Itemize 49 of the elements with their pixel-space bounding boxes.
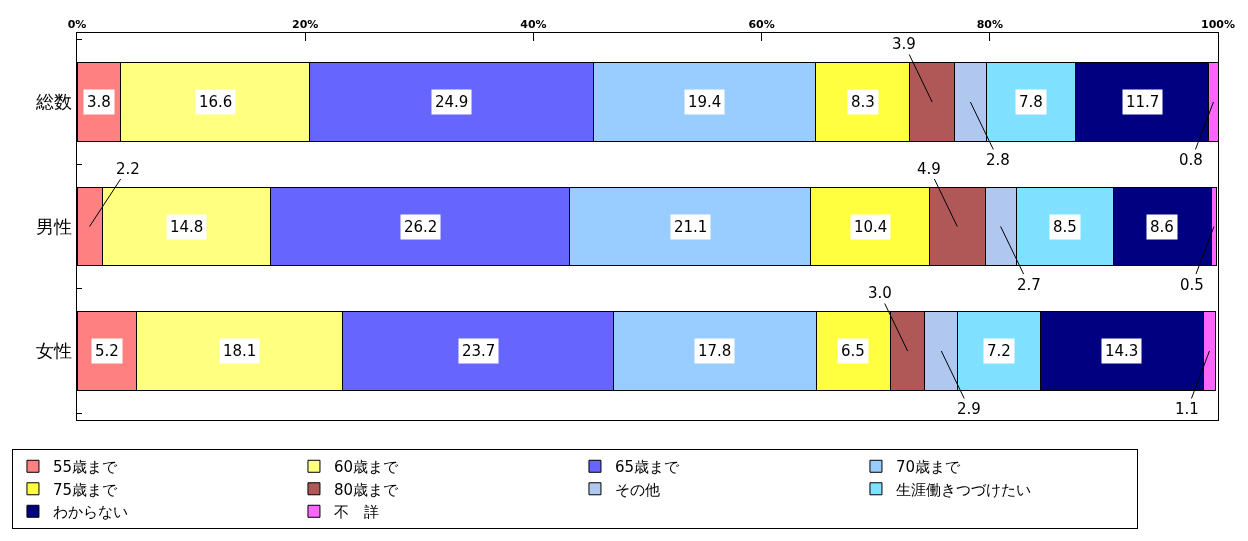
y-tick-label: 女性	[36, 340, 73, 362]
data-label: 1.1	[1175, 400, 1199, 418]
data-label: 24.9	[435, 93, 469, 111]
x-tick-label: 60%	[748, 17, 775, 31]
data-label: 11.7	[1126, 93, 1160, 111]
data-label: 2.7	[1017, 276, 1041, 294]
data-label: 23.7	[462, 342, 496, 360]
y-tick-label: 総数	[35, 91, 73, 113]
data-label: 19.4	[688, 93, 722, 111]
x-tick-label: 20%	[292, 17, 319, 31]
legend-label: 70歳まで	[895, 458, 962, 477]
data-label: 7.8	[1019, 93, 1043, 111]
legend-label: わからない	[52, 503, 128, 522]
data-label: 3.8	[87, 93, 111, 111]
data-label: 7.2	[987, 342, 1011, 360]
legend-label: 60歳まで	[333, 458, 400, 477]
data-label: 14.3	[1105, 342, 1139, 360]
legend-label: 65歳まで	[614, 458, 681, 477]
legend-label: 75歳まで	[52, 480, 119, 499]
data-label: 21.1	[674, 218, 708, 236]
data-label: 5.2	[95, 342, 119, 360]
data-label: 18.1	[223, 342, 257, 360]
data-label: 3.0	[868, 284, 892, 302]
y-tick-label: 男性	[36, 215, 73, 237]
data-label: 2.2	[116, 160, 140, 178]
data-label: 2.9	[957, 400, 981, 418]
legend-label: 生涯働きつづけたい	[895, 480, 1031, 499]
data-label: 3.9	[892, 35, 916, 53]
legend-label: その他	[614, 480, 660, 499]
data-label: 6.5	[841, 342, 865, 360]
data-label: 17.8	[698, 342, 732, 360]
legend-label: 80歳まで	[333, 480, 400, 499]
data-label: 8.5	[1053, 218, 1077, 236]
data-label: 8.6	[1150, 218, 1174, 236]
legend-label: 55歳まで	[52, 458, 119, 477]
data-label: 0.5	[1180, 276, 1204, 294]
data-label: 4.9	[917, 160, 941, 178]
x-tick-label: 80%	[976, 17, 1003, 31]
data-label: 8.3	[851, 93, 875, 111]
data-label: 16.6	[199, 93, 233, 111]
legend-label: 不 詳	[333, 503, 379, 522]
x-tick-label: 0%	[67, 17, 87, 31]
data-label: 2.8	[986, 151, 1010, 169]
data-label: 0.8	[1179, 151, 1203, 169]
data-label: 26.2	[404, 218, 438, 236]
data-label: 14.8	[170, 218, 204, 236]
x-tick-label: 40%	[520, 17, 547, 31]
x-tick-label: 100%	[1201, 17, 1235, 31]
data-label: 10.4	[854, 218, 888, 236]
